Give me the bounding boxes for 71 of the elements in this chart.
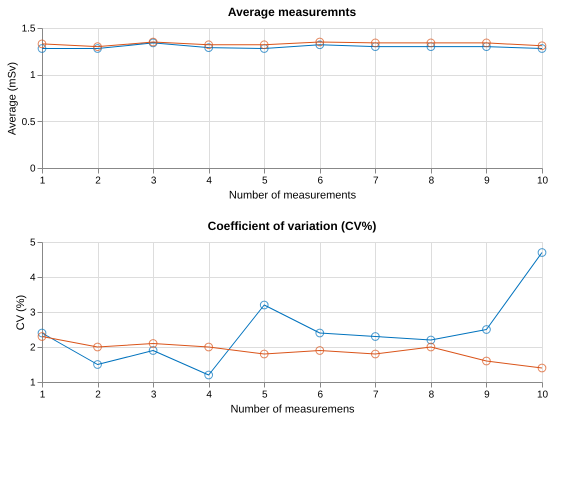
y-tick-label: 2	[30, 342, 36, 354]
point	[370, 42, 380, 52]
point	[204, 43, 214, 52]
point	[93, 360, 102, 369]
point	[260, 300, 269, 310]
point	[315, 346, 324, 355]
point	[426, 38, 436, 48]
x-tick-label: 4	[206, 390, 212, 400]
point	[482, 325, 491, 334]
point	[370, 350, 380, 358]
y-tick-label: 1.5	[22, 24, 36, 34]
x-tick-label: 1	[40, 176, 46, 186]
x-tick-label: 10	[536, 390, 548, 400]
x-tick-label: 5	[262, 176, 268, 186]
x-tick-label: 8	[428, 176, 435, 186]
point	[538, 44, 546, 53]
x-tick-label: 1	[40, 390, 46, 400]
point	[538, 41, 546, 50]
x-tick-label: 2	[95, 176, 102, 186]
x-tick-label: 5	[262, 390, 268, 400]
point	[93, 342, 102, 352]
point	[370, 332, 380, 341]
point	[482, 38, 491, 48]
chart-title: Coefficient of variation (CV%)	[208, 219, 376, 233]
point	[38, 328, 46, 338]
point	[482, 356, 491, 366]
x-tick-label: 3	[150, 176, 157, 186]
point	[260, 44, 269, 53]
point	[204, 40, 214, 50]
point	[260, 350, 269, 358]
x-tick-label: 2	[95, 390, 102, 400]
y-axis-title: CV (%)	[14, 294, 27, 330]
x-tick-label: 10	[536, 176, 548, 186]
y-tick-label: 0	[30, 164, 36, 174]
x-tick-label: 4	[206, 176, 212, 186]
y-tick-label: 5	[30, 238, 36, 248]
x-tick-label: 9	[484, 390, 490, 400]
y-tick-label: 3	[30, 308, 36, 318]
point	[315, 40, 324, 50]
point	[38, 44, 46, 53]
point	[204, 370, 214, 380]
x-tick-label: 9	[484, 176, 490, 186]
point	[426, 336, 436, 344]
point	[315, 38, 324, 46]
y-tick-label: 0.5	[22, 116, 36, 128]
y-axis-title: Average (mSv)	[6, 62, 19, 136]
chart-title: Average measuremnts	[228, 5, 356, 19]
point	[370, 38, 380, 48]
y-tick-label: 1	[30, 70, 36, 82]
point	[538, 364, 546, 372]
point	[204, 342, 214, 352]
point	[426, 42, 436, 52]
point	[148, 339, 158, 348]
point	[426, 342, 436, 352]
y-tick-label: 1	[30, 378, 36, 388]
x-tick-label: 7	[373, 176, 380, 186]
x-axis-title: Number of measuremens	[230, 404, 356, 416]
x-tick-label: 7	[373, 390, 380, 400]
point	[38, 40, 46, 48]
point	[315, 328, 324, 338]
point	[38, 332, 46, 341]
x-tick-label: 8	[428, 390, 435, 400]
point	[538, 248, 546, 257]
x-tick-label: 6	[317, 176, 324, 186]
x-tick-label: 3	[150, 390, 157, 400]
y-tick-label: 4	[30, 272, 36, 284]
x-tick-label: 6	[317, 390, 324, 400]
point	[482, 42, 491, 52]
point	[148, 346, 158, 355]
point	[260, 40, 269, 50]
x-axis-title: Number of measurements	[228, 190, 357, 202]
